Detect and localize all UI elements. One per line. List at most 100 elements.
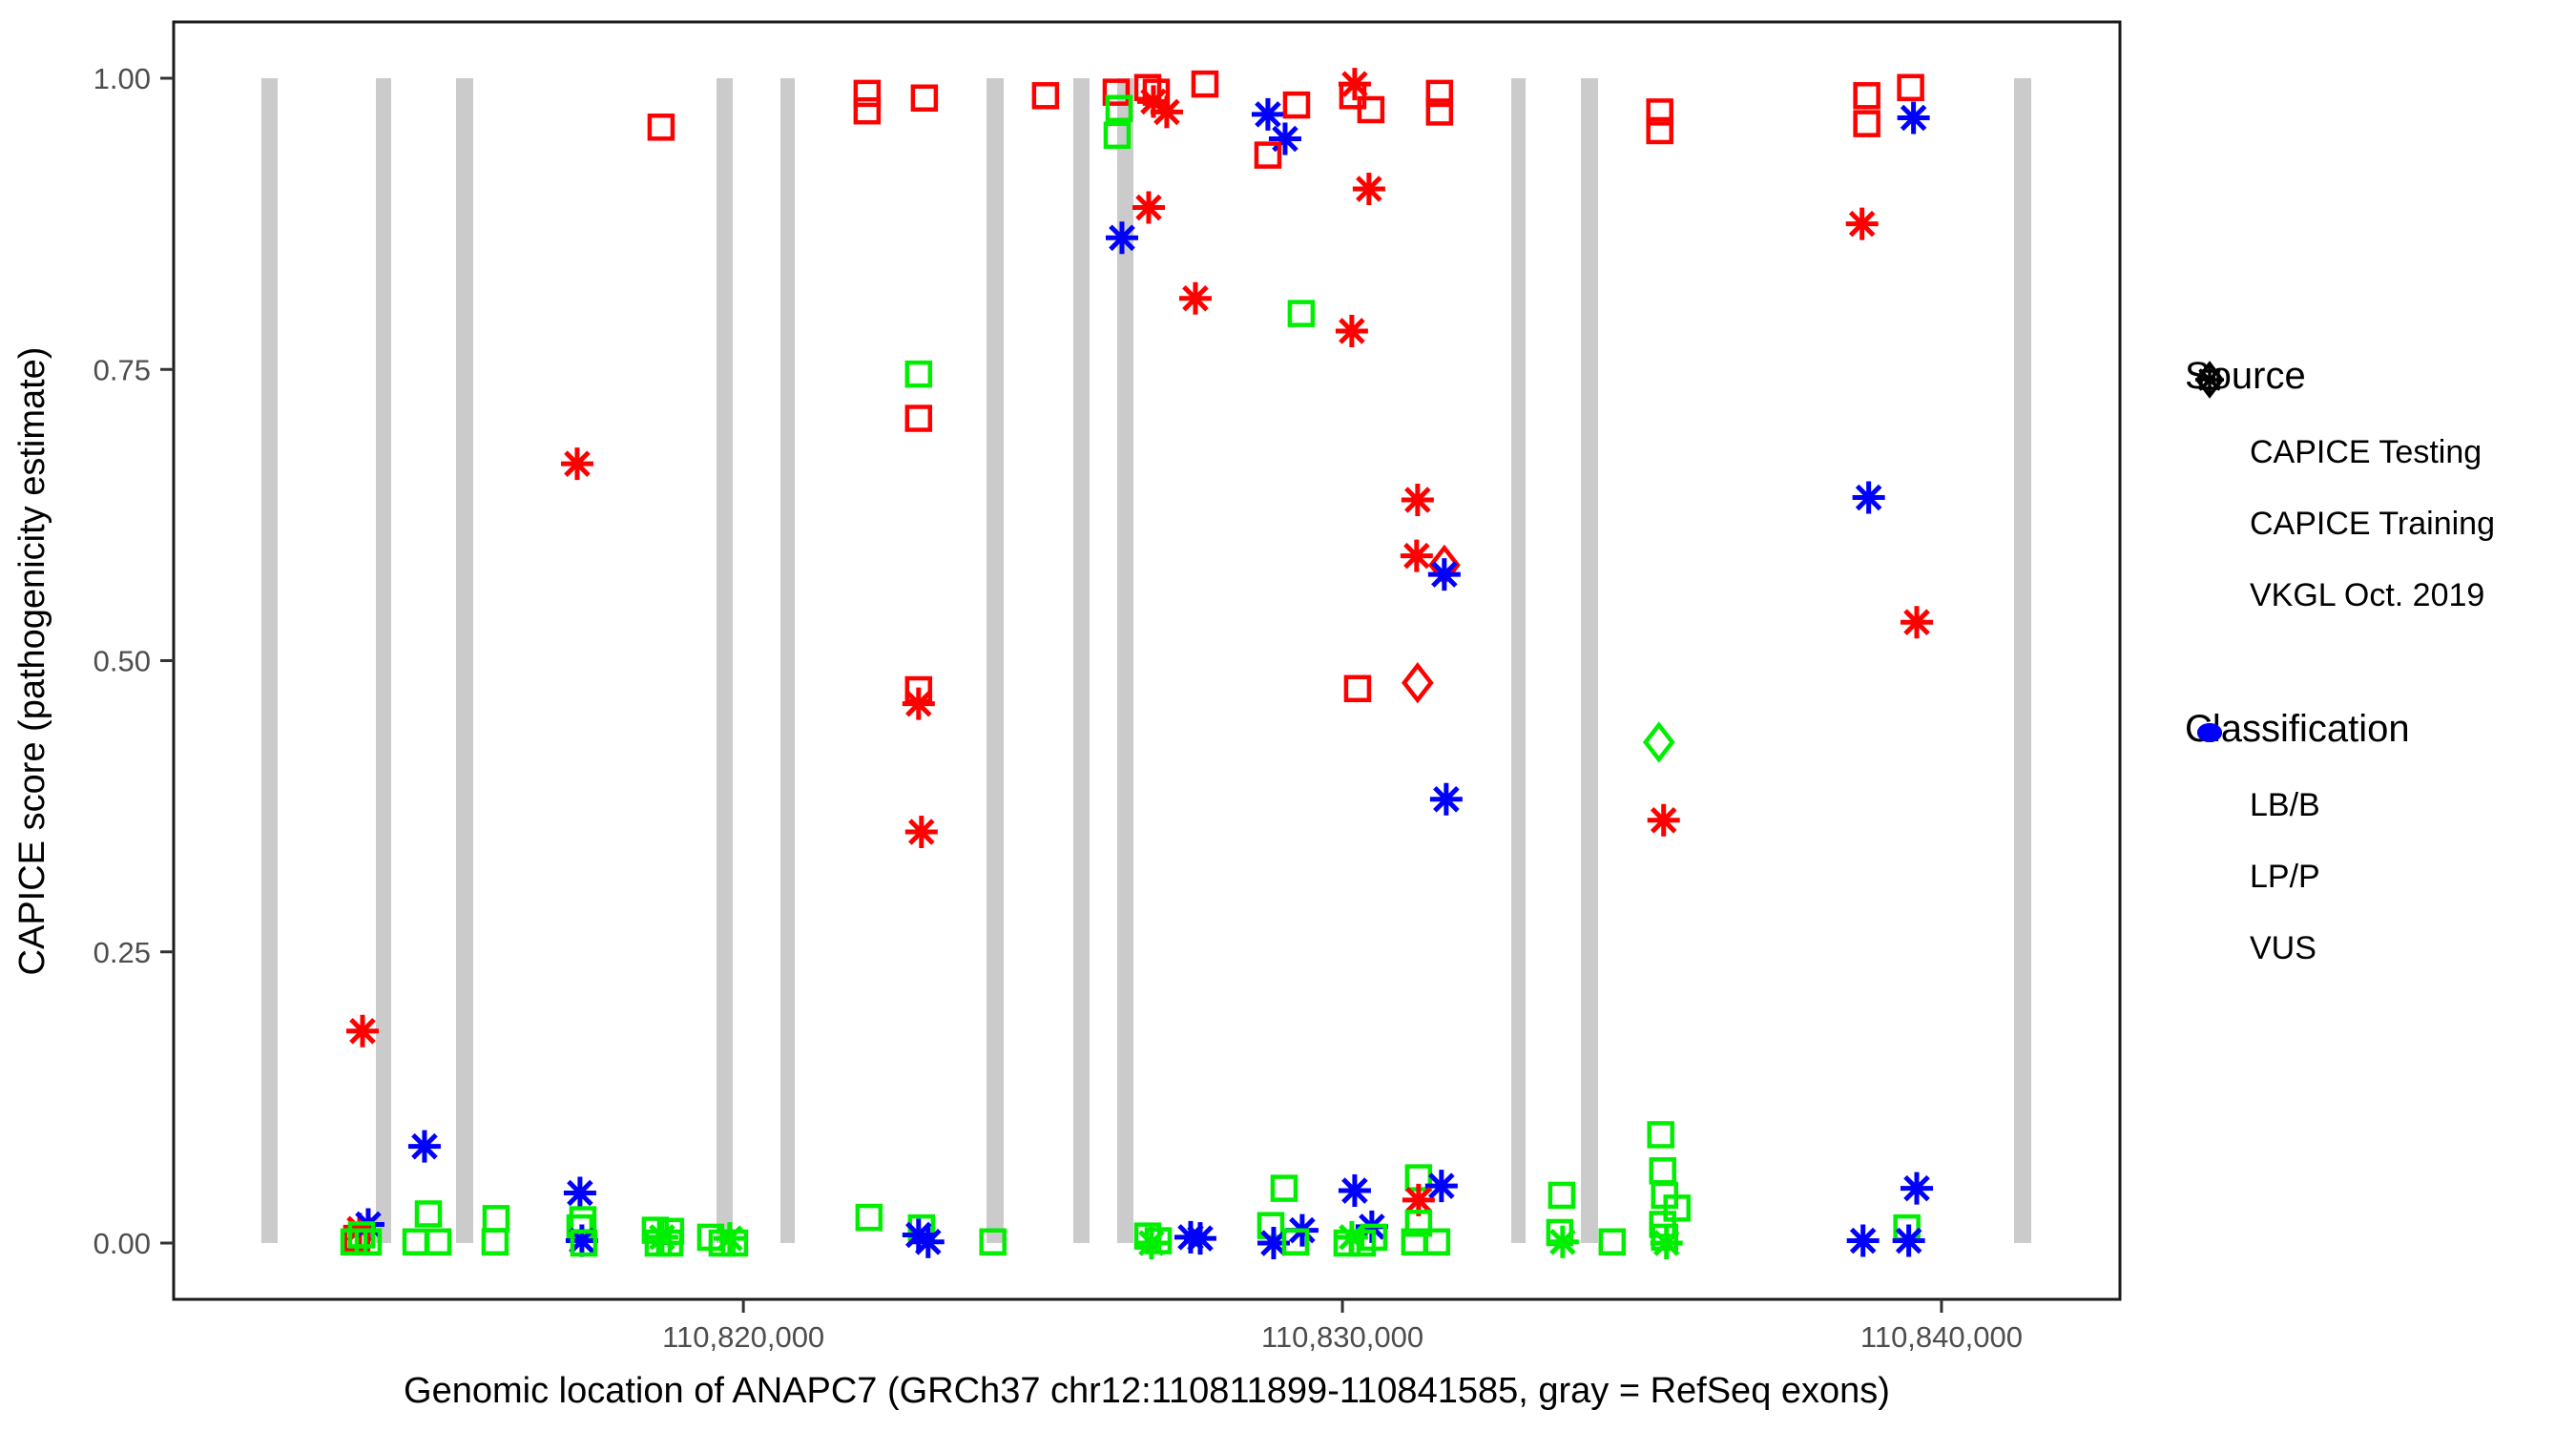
point-asterisk xyxy=(904,815,938,848)
asterisk-icon xyxy=(2185,365,2234,621)
point-square xyxy=(1281,1228,1310,1256)
point-square xyxy=(979,1228,1007,1256)
point-asterisk xyxy=(645,1220,678,1254)
point-square xyxy=(1897,73,1924,102)
point-asterisk xyxy=(911,1225,945,1258)
y-tick-label: 0.00 xyxy=(93,1227,151,1260)
y-tick-label: 1.00 xyxy=(93,62,151,95)
point-square xyxy=(1105,94,1133,122)
square-icon xyxy=(2185,369,2234,550)
point-square xyxy=(402,1228,430,1256)
exon-bars xyxy=(260,78,2032,1243)
x-tick-label: 110,820,000 xyxy=(662,1320,824,1354)
legend-label: LB/B xyxy=(2250,787,2320,823)
point-square xyxy=(904,360,933,388)
point-diamond xyxy=(1401,662,1434,704)
point-asterisk xyxy=(407,1130,441,1163)
point-asterisk xyxy=(565,1224,598,1257)
point-asterisk xyxy=(1845,207,1879,240)
red-dot-icon xyxy=(2185,723,2234,902)
legend-item-capice-testing: CAPICE Testing xyxy=(2185,361,2495,488)
exon-bar xyxy=(1581,78,1599,1243)
x-axis-title: Genomic location of ANAPC7 (GRCh37 chr12… xyxy=(404,1371,1890,1411)
point-asterisk xyxy=(1546,1225,1579,1258)
point-square xyxy=(1598,1228,1627,1256)
point-square xyxy=(1425,98,1454,126)
point-square xyxy=(1853,82,1880,110)
point-asterisk xyxy=(713,1222,746,1255)
legend-item-vus: VUS xyxy=(2185,723,2410,985)
point-square xyxy=(354,1228,383,1256)
point-asterisk xyxy=(1400,539,1433,572)
exon-bar xyxy=(1072,78,1091,1243)
data-points xyxy=(340,68,1934,1259)
point-square xyxy=(414,1200,443,1228)
exon-bar xyxy=(260,78,279,1243)
point-asterisk xyxy=(1338,1174,1371,1208)
point-asterisk xyxy=(1257,1227,1290,1259)
point-asterisk xyxy=(1178,281,1212,315)
point-asterisk xyxy=(1136,85,1170,118)
legend-label: CAPICE Testing xyxy=(2250,434,2483,470)
point-square xyxy=(340,1228,368,1256)
exon-bar xyxy=(1511,78,1527,1243)
point-square xyxy=(1254,141,1282,169)
legend-classification: Classification LB/B LP/P VUS xyxy=(2185,708,2410,985)
diamond-icon xyxy=(2185,361,2234,478)
exon-bar xyxy=(2014,78,2032,1243)
point-square xyxy=(1282,91,1311,119)
point-square xyxy=(910,84,939,113)
y-tick-label: 0.75 xyxy=(93,353,151,386)
point-square xyxy=(1102,78,1131,106)
point-square xyxy=(1425,79,1454,108)
point-asterisk xyxy=(563,1176,596,1210)
legend-item-vkgl: VKGL Oct. 2019 xyxy=(2185,365,2495,632)
point-asterisk xyxy=(1401,484,1434,517)
point-square xyxy=(1103,121,1132,150)
point-square xyxy=(647,114,675,141)
point-asterisk xyxy=(1105,221,1138,255)
point-square xyxy=(1423,1228,1451,1256)
point-asterisk xyxy=(1150,95,1183,129)
point-asterisk xyxy=(560,447,593,481)
point-square xyxy=(1853,110,1880,137)
point-asterisk xyxy=(1901,606,1934,639)
point-square xyxy=(1647,1121,1674,1149)
point-asterisk xyxy=(1352,172,1385,205)
point-asterisk xyxy=(1897,101,1930,135)
y-tick-label: 0.50 xyxy=(93,645,151,678)
y-axis-title: CAPICE score (pathogenicity estimate) xyxy=(12,347,52,976)
point-square xyxy=(347,1221,376,1249)
point-asterisk xyxy=(1402,1183,1435,1216)
point-square xyxy=(1649,1157,1676,1185)
legend-source: Source CAPICE Testing CAPICE Training VK… xyxy=(2185,355,2495,632)
point-square xyxy=(904,404,933,432)
point-asterisk xyxy=(1852,481,1885,514)
point-square xyxy=(1404,1209,1433,1237)
point-square xyxy=(1646,98,1673,126)
point-square xyxy=(1191,70,1219,98)
legend-label: VKGL Oct. 2019 xyxy=(2250,577,2485,613)
point-square xyxy=(855,1203,883,1232)
point-asterisk xyxy=(1427,558,1461,591)
point-square xyxy=(1357,95,1385,124)
point-square xyxy=(1548,1181,1576,1210)
point-asterisk xyxy=(1901,1172,1934,1205)
point-square xyxy=(1270,1174,1298,1202)
point-asterisk xyxy=(1647,803,1680,837)
point-diamond xyxy=(1642,721,1675,763)
point-square xyxy=(1287,300,1316,327)
green-dot-icon xyxy=(2185,723,2234,831)
point-asterisk xyxy=(1335,314,1368,347)
exon-bar xyxy=(455,78,474,1243)
point-square xyxy=(1343,674,1372,703)
point-asterisk xyxy=(1429,782,1463,816)
point-square xyxy=(1333,1229,1361,1257)
point-asterisk xyxy=(902,687,935,720)
legend-item-capice-training: CAPICE Training xyxy=(2185,369,2495,560)
exon-bar xyxy=(780,78,796,1243)
exon-bar xyxy=(1116,78,1133,1243)
point-asterisk xyxy=(1134,1227,1168,1259)
point-asterisk xyxy=(1183,1222,1216,1255)
